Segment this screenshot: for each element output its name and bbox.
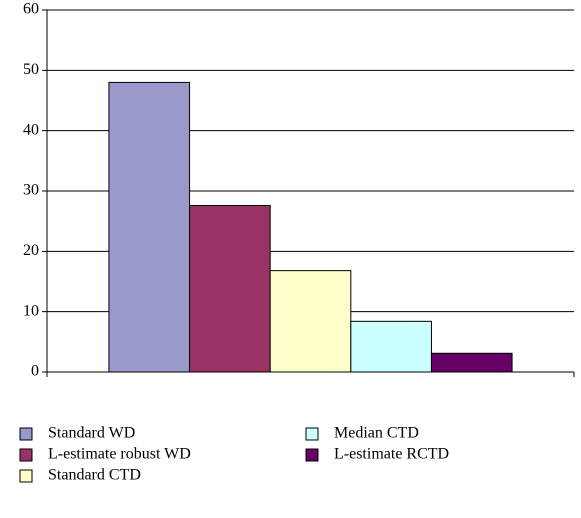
legend-swatch [19,469,33,483]
y-tick-label: 20 [23,242,39,259]
bar [269,270,352,373]
legend-label: L-estimate RCTD [334,446,449,463]
y-tick-label: 40 [23,121,39,138]
legend-label: L-estimate robust WD [48,446,191,463]
legend-swatch [19,427,33,441]
legend-swatch [19,448,33,462]
bar [350,320,432,373]
y-tick-label: 60 [23,1,39,18]
bar [189,204,271,373]
legend-swatch [305,448,319,462]
bar [108,81,191,373]
legend-swatch [305,427,319,441]
y-tick-label: 10 [23,302,39,319]
y-tick-label: 50 [23,61,39,78]
y-tick-label: 30 [23,182,39,199]
bar [430,352,513,373]
legend-label: Median CTD [334,425,419,442]
legend-label: Standard CTD [48,467,141,484]
y-tick-label: 0 [31,363,39,380]
legend-label: Standard WD [48,425,135,442]
